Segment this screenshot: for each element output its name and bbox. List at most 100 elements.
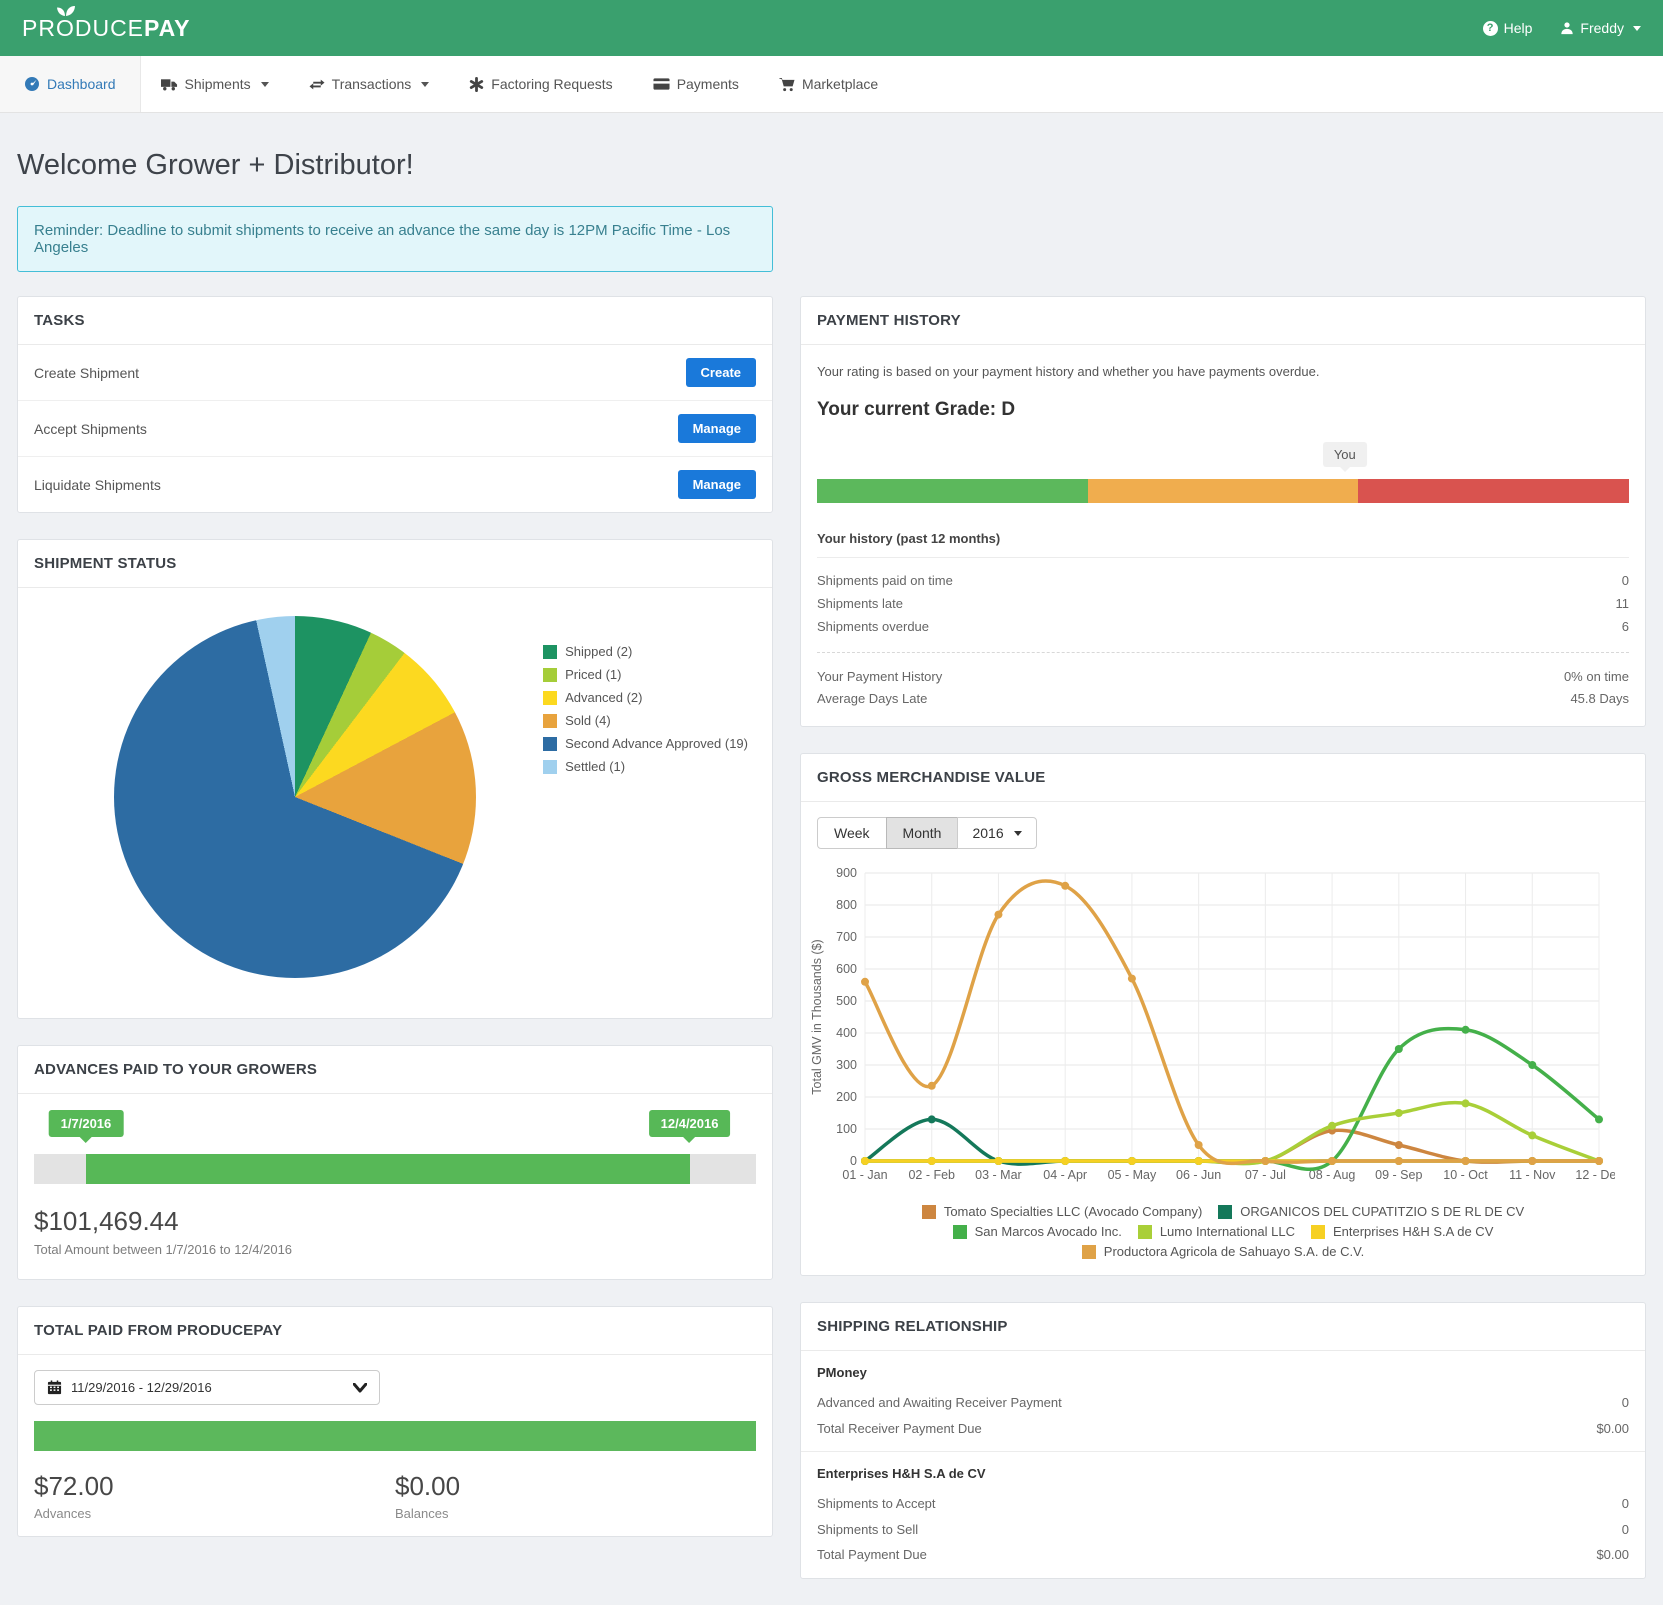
nav-item-dashboard[interactable]: Dashboard <box>0 56 141 112</box>
pie-legend-item: Priced (1) <box>543 667 748 682</box>
date-range-slider[interactable]: 1/7/2016 12/4/2016 <box>34 1110 756 1184</box>
svg-text:0: 0 <box>850 1154 857 1168</box>
balances-value: $0.00 <box>395 1471 461 1501</box>
partner-name: Enterprises H&H S.A de CV <box>817 1466 986 1482</box>
slider-end-handle[interactable]: 12/4/2016 <box>648 1110 731 1137</box>
total-paid-panel: TOTAL PAID FROM PRODUCEPAY 11/29/2016 - … <box>17 1306 773 1537</box>
help-icon: ? <box>1482 20 1498 36</box>
gmv-legend-item: Productora Agricola de Sahuayo S.A. de C… <box>1081 1244 1365 1260</box>
month-toggle-button[interactable]: Month <box>885 817 959 850</box>
svg-text:500: 500 <box>836 994 857 1008</box>
manage-liquidate-shipments-button[interactable]: Manage <box>677 470 756 499</box>
reminder-alert: Reminder: Deadline to submit shipments t… <box>17 206 773 272</box>
shipping-section-enterprises-hh: Enterprises H&H S.A de CV Shipments to A… <box>801 1452 1645 1578</box>
nav-item-payments[interactable]: Payments <box>633 56 759 112</box>
slider-start-handle[interactable]: 1/7/2016 <box>48 1110 124 1137</box>
nav-label: Transactions <box>331 76 412 92</box>
legend-swatch <box>543 667 558 682</box>
legend-label: Tomato Specialties LLC (Avocado Company) <box>943 1204 1203 1220</box>
legend-label: Shipped (2) <box>565 644 633 659</box>
pie-legend-item: Advanced (2) <box>543 690 748 705</box>
shipping-row: Total Payment Due $0.00 <box>817 1542 1629 1568</box>
gmv-legend-item: Tomato Specialties LLC (Avocado Company) <box>921 1204 1203 1220</box>
summary-row: Your Payment History 0% on time <box>817 666 1629 689</box>
svg-text:100: 100 <box>836 1122 857 1136</box>
create-shipment-button[interactable]: Create <box>685 358 756 387</box>
leaf-icon <box>57 5 76 16</box>
shipping-relationship-panel: SHIPPING RELATIONSHIP PMoney Advanced an… <box>800 1302 1646 1579</box>
nav-item-transactions[interactable]: Transactions <box>289 56 450 112</box>
shipping-row: Advanced and Awaiting Receiver Payment 0 <box>817 1390 1629 1416</box>
gmv-legend-item: Enterprises H&H S.A de CV <box>1310 1224 1494 1240</box>
nav-item-factoring-requests[interactable]: Factoring Requests <box>449 56 632 112</box>
pie-legend-item: Second Advance Approved (19) <box>543 736 748 751</box>
year-dropdown[interactable]: 2016 <box>957 817 1037 850</box>
legend-label: Enterprises H&H S.A de CV <box>1332 1224 1494 1240</box>
nav-item-shipments[interactable]: Shipments <box>141 56 289 112</box>
svg-text:200: 200 <box>836 1090 857 1104</box>
user-menu[interactable]: Freddy <box>1560 20 1641 36</box>
nav-item-marketplace[interactable]: Marketplace <box>759 56 898 112</box>
svg-text:08 - Aug: 08 - Aug <box>1309 1168 1356 1182</box>
legend-swatch <box>543 644 558 659</box>
shipping-row-label: Shipments to Sell <box>817 1521 919 1537</box>
svg-text:900: 900 <box>836 866 857 880</box>
pie-legend-item: Sold (4) <box>543 713 748 728</box>
chevron-down-icon <box>1633 25 1641 31</box>
advances-paid-value: $72.00 <box>34 1471 114 1501</box>
svg-text:07 - Jul: 07 - Jul <box>1245 1168 1286 1182</box>
legend-swatch <box>543 736 558 751</box>
shipping-row-label: Total Payment Due <box>817 1547 927 1563</box>
main-nav: Dashboard Shipments Transactions Factori… <box>0 56 1663 113</box>
summary-value: 0% on time <box>1563 668 1629 684</box>
transactions-icon <box>309 79 325 89</box>
pie-legend: Shipped (2) Priced (1) Advanced (2) Sold (4… <box>543 644 748 978</box>
shipping-row-value: 0 <box>1621 1521 1629 1537</box>
balances-label: Balances <box>395 1506 449 1521</box>
gmv-legend: Tomato Specialties LLC (Avocado Company)… <box>801 1202 1645 1275</box>
partner-name: PMoney <box>817 1365 867 1381</box>
shipping-row-label: Advanced and Awaiting Receiver Payment <box>817 1395 1062 1411</box>
period-toggle-group: Week Month 2016 <box>817 817 1037 850</box>
svg-text:300: 300 <box>836 1058 857 1072</box>
stat-row: Shipments paid on time 0 <box>817 570 1629 593</box>
legend-label: Productora Agricola de Sahuayo S.A. de C… <box>1103 1244 1365 1260</box>
nav-label: Factoring Requests <box>491 76 613 92</box>
credit-card-icon <box>653 78 670 90</box>
shipping-row-value: 0 <box>1621 1395 1629 1411</box>
legend-label: Second Advance Approved (19) <box>565 736 748 751</box>
shipping-row: Shipments to Accept 0 <box>817 1491 1629 1517</box>
calendar-icon <box>47 1380 62 1395</box>
gmv-title: GROSS MERCHANDISE VALUE <box>801 754 1645 803</box>
help-link[interactable]: ? Help <box>1482 20 1532 36</box>
chevron-down-icon <box>421 81 430 87</box>
date-range-select[interactable]: 11/29/2016 - 12/29/2016 <box>34 1370 380 1405</box>
grade-segment-red <box>1358 479 1630 503</box>
chevron-down-icon <box>353 1382 367 1392</box>
stat-row: Shipments overdue 6 <box>817 616 1629 639</box>
legend-swatch <box>952 1224 967 1239</box>
stat-label: Shipments late <box>817 595 903 611</box>
divider <box>817 651 1629 653</box>
svg-text:400: 400 <box>836 1026 857 1040</box>
shipping-title: SHIPPING RELATIONSHIP <box>801 1303 1645 1352</box>
dashboard-icon <box>25 77 39 91</box>
manage-accept-shipments-button[interactable]: Manage <box>677 414 756 443</box>
shipping-row: Total Receiver Payment Due $0.00 <box>817 1416 1629 1442</box>
current-grade-heading: Your current Grade: D <box>817 399 1016 420</box>
stat-label: Shipments paid on time <box>817 573 953 588</box>
tasks-panel: TASKS Create Shipment Create Accept Ship… <box>17 296 773 513</box>
stat-value: 6 <box>1621 618 1629 634</box>
legend-swatch <box>1218 1204 1233 1219</box>
legend-swatch <box>543 690 558 705</box>
week-toggle-button[interactable]: Week <box>817 817 887 850</box>
svg-text:12 - Dec: 12 - Dec <box>1575 1168 1615 1182</box>
you-marker: You <box>1322 442 1367 467</box>
gmv-legend-item: ORGANICOS DEL CUPATITZIO S DE RL DE CV <box>1218 1204 1524 1219</box>
svg-text:06 - Jun: 06 - Jun <box>1176 1168 1221 1182</box>
svg-text:04 - Apr: 04 - Apr <box>1043 1168 1087 1182</box>
advances-caption: Total Amount between 1/7/2016 to 12/4/20… <box>34 1242 293 1257</box>
total-paid-bar <box>34 1421 756 1451</box>
rating-description: Your rating is based on your payment his… <box>817 364 1320 379</box>
history-heading: Your history (past 12 months) <box>817 531 1629 558</box>
